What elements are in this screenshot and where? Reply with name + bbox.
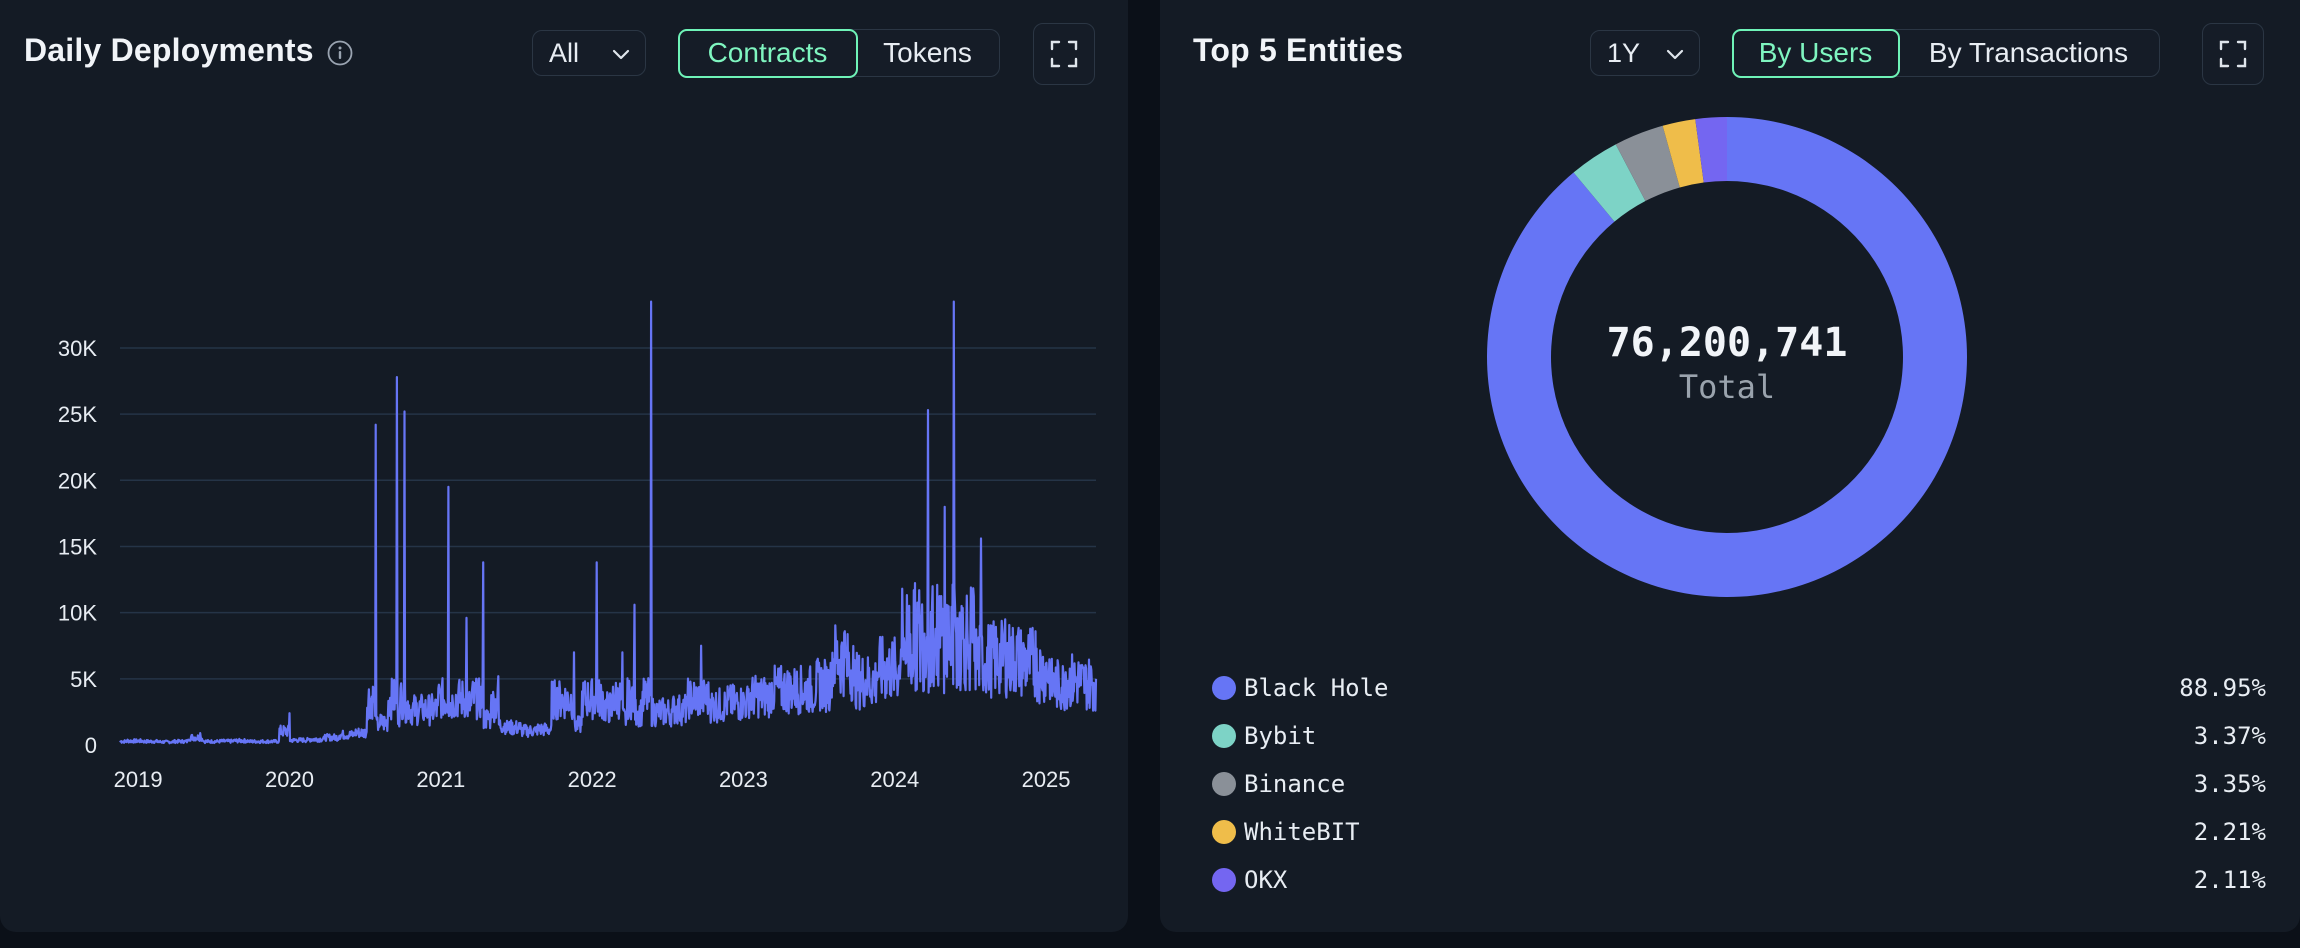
- legend-percentage: 88.95%: [2179, 674, 2266, 702]
- legend-dot: [1212, 724, 1236, 748]
- legend-dot: [1212, 676, 1236, 700]
- contracts-toggle-option[interactable]: Contracts: [677, 28, 858, 78]
- donut-total-label: Total: [1679, 368, 1775, 406]
- expand-icon: [1050, 40, 1078, 68]
- legend-percentage: 3.35%: [2193, 770, 2266, 798]
- legend-item-binance[interactable]: Binance 3.35%: [1208, 760, 2274, 808]
- donut-total-value: 76,200,741: [1607, 320, 1848, 366]
- deployments-range-value: All: [549, 37, 580, 68]
- legend-dot: [1212, 868, 1236, 892]
- tokens-toggle-option[interactable]: Tokens: [883, 37, 972, 68]
- deployments-expand-button[interactable]: [1033, 23, 1095, 85]
- legend-percentage: 3.37%: [2193, 722, 2266, 750]
- deployments-series-line: [119, 300, 1098, 745]
- donut-slice-okx[interactable]: [1695, 117, 1727, 183]
- legend-percentage: 2.21%: [2193, 818, 2266, 846]
- daily-deployments-title: Daily Deployments: [24, 32, 314, 68]
- donut-slice-bybit[interactable]: [1573, 144, 1646, 222]
- deployments-type-toggle: Contracts Tokens: [677, 28, 1000, 78]
- expand-icon: [2219, 40, 2247, 68]
- x-tick-label: 2022: [568, 767, 617, 792]
- daily-deployments-panel: Daily Deployments All Contracts Tokens 0…: [0, 0, 1128, 932]
- donut-slice-binance[interactable]: [1615, 125, 1680, 202]
- legend-item-whitebit[interactable]: WhiteBIT 2.21%: [1208, 808, 2274, 856]
- legend-name: OKX: [1244, 866, 1288, 894]
- legend-item-bybit[interactable]: Bybit 3.37%: [1208, 712, 2274, 760]
- legend-dot: [1212, 772, 1236, 796]
- info-icon[interactable]: [327, 40, 353, 66]
- top-entities-panel: Top 5 Entities 1Y By Users By Transactio…: [1160, 0, 2300, 932]
- top-entities-donut-chart: 76,200,741 Total: [1487, 117, 1967, 597]
- x-tick-label: 2024: [870, 767, 919, 792]
- legend-name: Black Hole: [1244, 674, 1389, 702]
- y-tick-label: 30K: [58, 336, 97, 361]
- x-tick-label: 2025: [1022, 767, 1071, 792]
- y-tick-label: 20K: [58, 468, 97, 493]
- chevron-down-icon: [612, 49, 630, 60]
- y-tick-label: 15K: [58, 534, 97, 559]
- chevron-down-icon: [1666, 49, 1684, 60]
- legend-item-okx[interactable]: OKX 2.11%: [1208, 856, 2274, 904]
- x-tick-label: 2021: [416, 767, 465, 792]
- legend-name: Bybit: [1244, 722, 1317, 750]
- daily-deployments-chart: 0 5K 10K 15K 20K 25K 30K 2019 2020 2021 2022 2023 2…: [58, 300, 1098, 792]
- donut-slice-whitebit[interactable]: [1662, 119, 1704, 188]
- y-tick-label: 5K: [70, 667, 97, 692]
- y-tick-label: 10K: [58, 601, 97, 626]
- y-tick-label: 25K: [58, 402, 97, 427]
- x-tick-label: 2023: [719, 767, 768, 792]
- y-tick-label: 0: [85, 733, 97, 758]
- entities-expand-button[interactable]: [2202, 23, 2264, 85]
- top-entities-title: Top 5 Entities: [1193, 32, 1404, 68]
- x-tick-label: 2019: [114, 767, 163, 792]
- x-tick-label: 2020: [265, 767, 314, 792]
- by-transactions-toggle-option[interactable]: By Transactions: [1928, 37, 2129, 68]
- legend-name: WhiteBIT: [1244, 818, 1360, 846]
- by-users-toggle-option[interactable]: By Users: [1731, 28, 1900, 78]
- entities-metric-toggle: By Users By Transactions: [1731, 28, 2160, 78]
- legend-dot: [1212, 820, 1236, 844]
- legend-percentage: 2.11%: [2193, 866, 2266, 894]
- entities-range-select[interactable]: 1Y: [1590, 30, 1700, 76]
- legend-name: Binance: [1244, 770, 1346, 798]
- entities-legend: Black Hole 88.95% Bybit 3.37% Binance 3.35% Wh…: [1208, 664, 2274, 904]
- legend-item-black-hole[interactable]: Black Hole 88.95%: [1208, 664, 2274, 712]
- deployments-range-select[interactable]: All: [532, 30, 646, 76]
- entities-range-value: 1Y: [1607, 37, 1641, 68]
